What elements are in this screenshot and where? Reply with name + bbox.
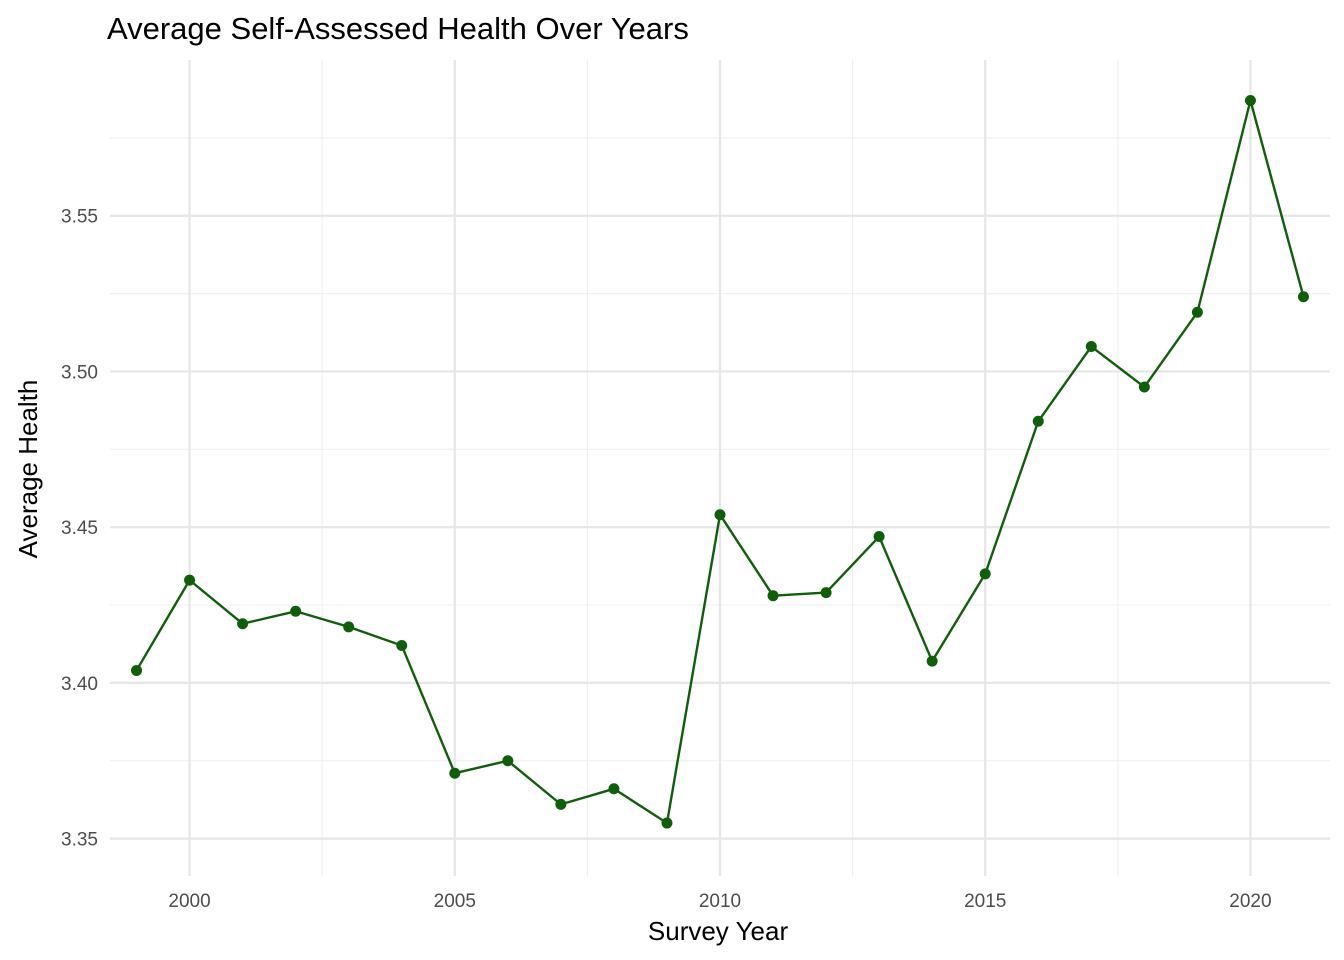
data-point bbox=[820, 587, 832, 599]
data-point bbox=[396, 640, 408, 652]
chart-title: Average Self-Assessed Health Over Years bbox=[107, 11, 689, 46]
y-tick-label: 3.40 bbox=[61, 674, 98, 695]
data-point bbox=[714, 509, 726, 521]
data-point bbox=[449, 767, 461, 779]
data-point bbox=[1032, 415, 1044, 427]
y-axis-ticks: 3.35 3.40 3.45 3.50 3.55 bbox=[61, 207, 98, 851]
x-tick-label: 2015 bbox=[964, 891, 1006, 912]
data-point bbox=[979, 568, 991, 580]
x-tick-label: 2005 bbox=[434, 891, 476, 912]
x-tick-label: 2020 bbox=[1229, 891, 1271, 912]
data-point bbox=[184, 574, 196, 586]
data-point bbox=[1085, 341, 1097, 353]
data-point bbox=[290, 605, 302, 617]
y-tick-label: 3.50 bbox=[61, 362, 98, 383]
y-tick-label: 3.55 bbox=[61, 207, 98, 228]
data-point bbox=[926, 655, 938, 667]
grid bbox=[110, 60, 1330, 876]
y-tick-label: 3.35 bbox=[61, 830, 98, 851]
y-axis-title: Average Health bbox=[13, 380, 43, 559]
data-point bbox=[131, 664, 143, 676]
data-point bbox=[555, 798, 567, 810]
series-layer bbox=[131, 94, 1309, 829]
data-point bbox=[767, 590, 779, 602]
data-point bbox=[608, 783, 620, 795]
data-point bbox=[1244, 94, 1256, 106]
data-point bbox=[1191, 306, 1203, 318]
data-point bbox=[873, 531, 885, 543]
data-point bbox=[661, 817, 673, 829]
data-point bbox=[343, 621, 355, 633]
x-tick-label: 2010 bbox=[699, 891, 741, 912]
x-axis-title: Survey Year bbox=[648, 916, 789, 946]
data-point bbox=[1138, 381, 1150, 393]
x-tick-label: 2000 bbox=[168, 891, 210, 912]
x-axis-ticks: 2000 2005 2010 2015 2020 bbox=[168, 891, 1271, 912]
data-point bbox=[1297, 291, 1309, 303]
data-point bbox=[237, 618, 249, 630]
y-tick-label: 3.45 bbox=[61, 518, 98, 539]
data-point bbox=[502, 755, 514, 767]
